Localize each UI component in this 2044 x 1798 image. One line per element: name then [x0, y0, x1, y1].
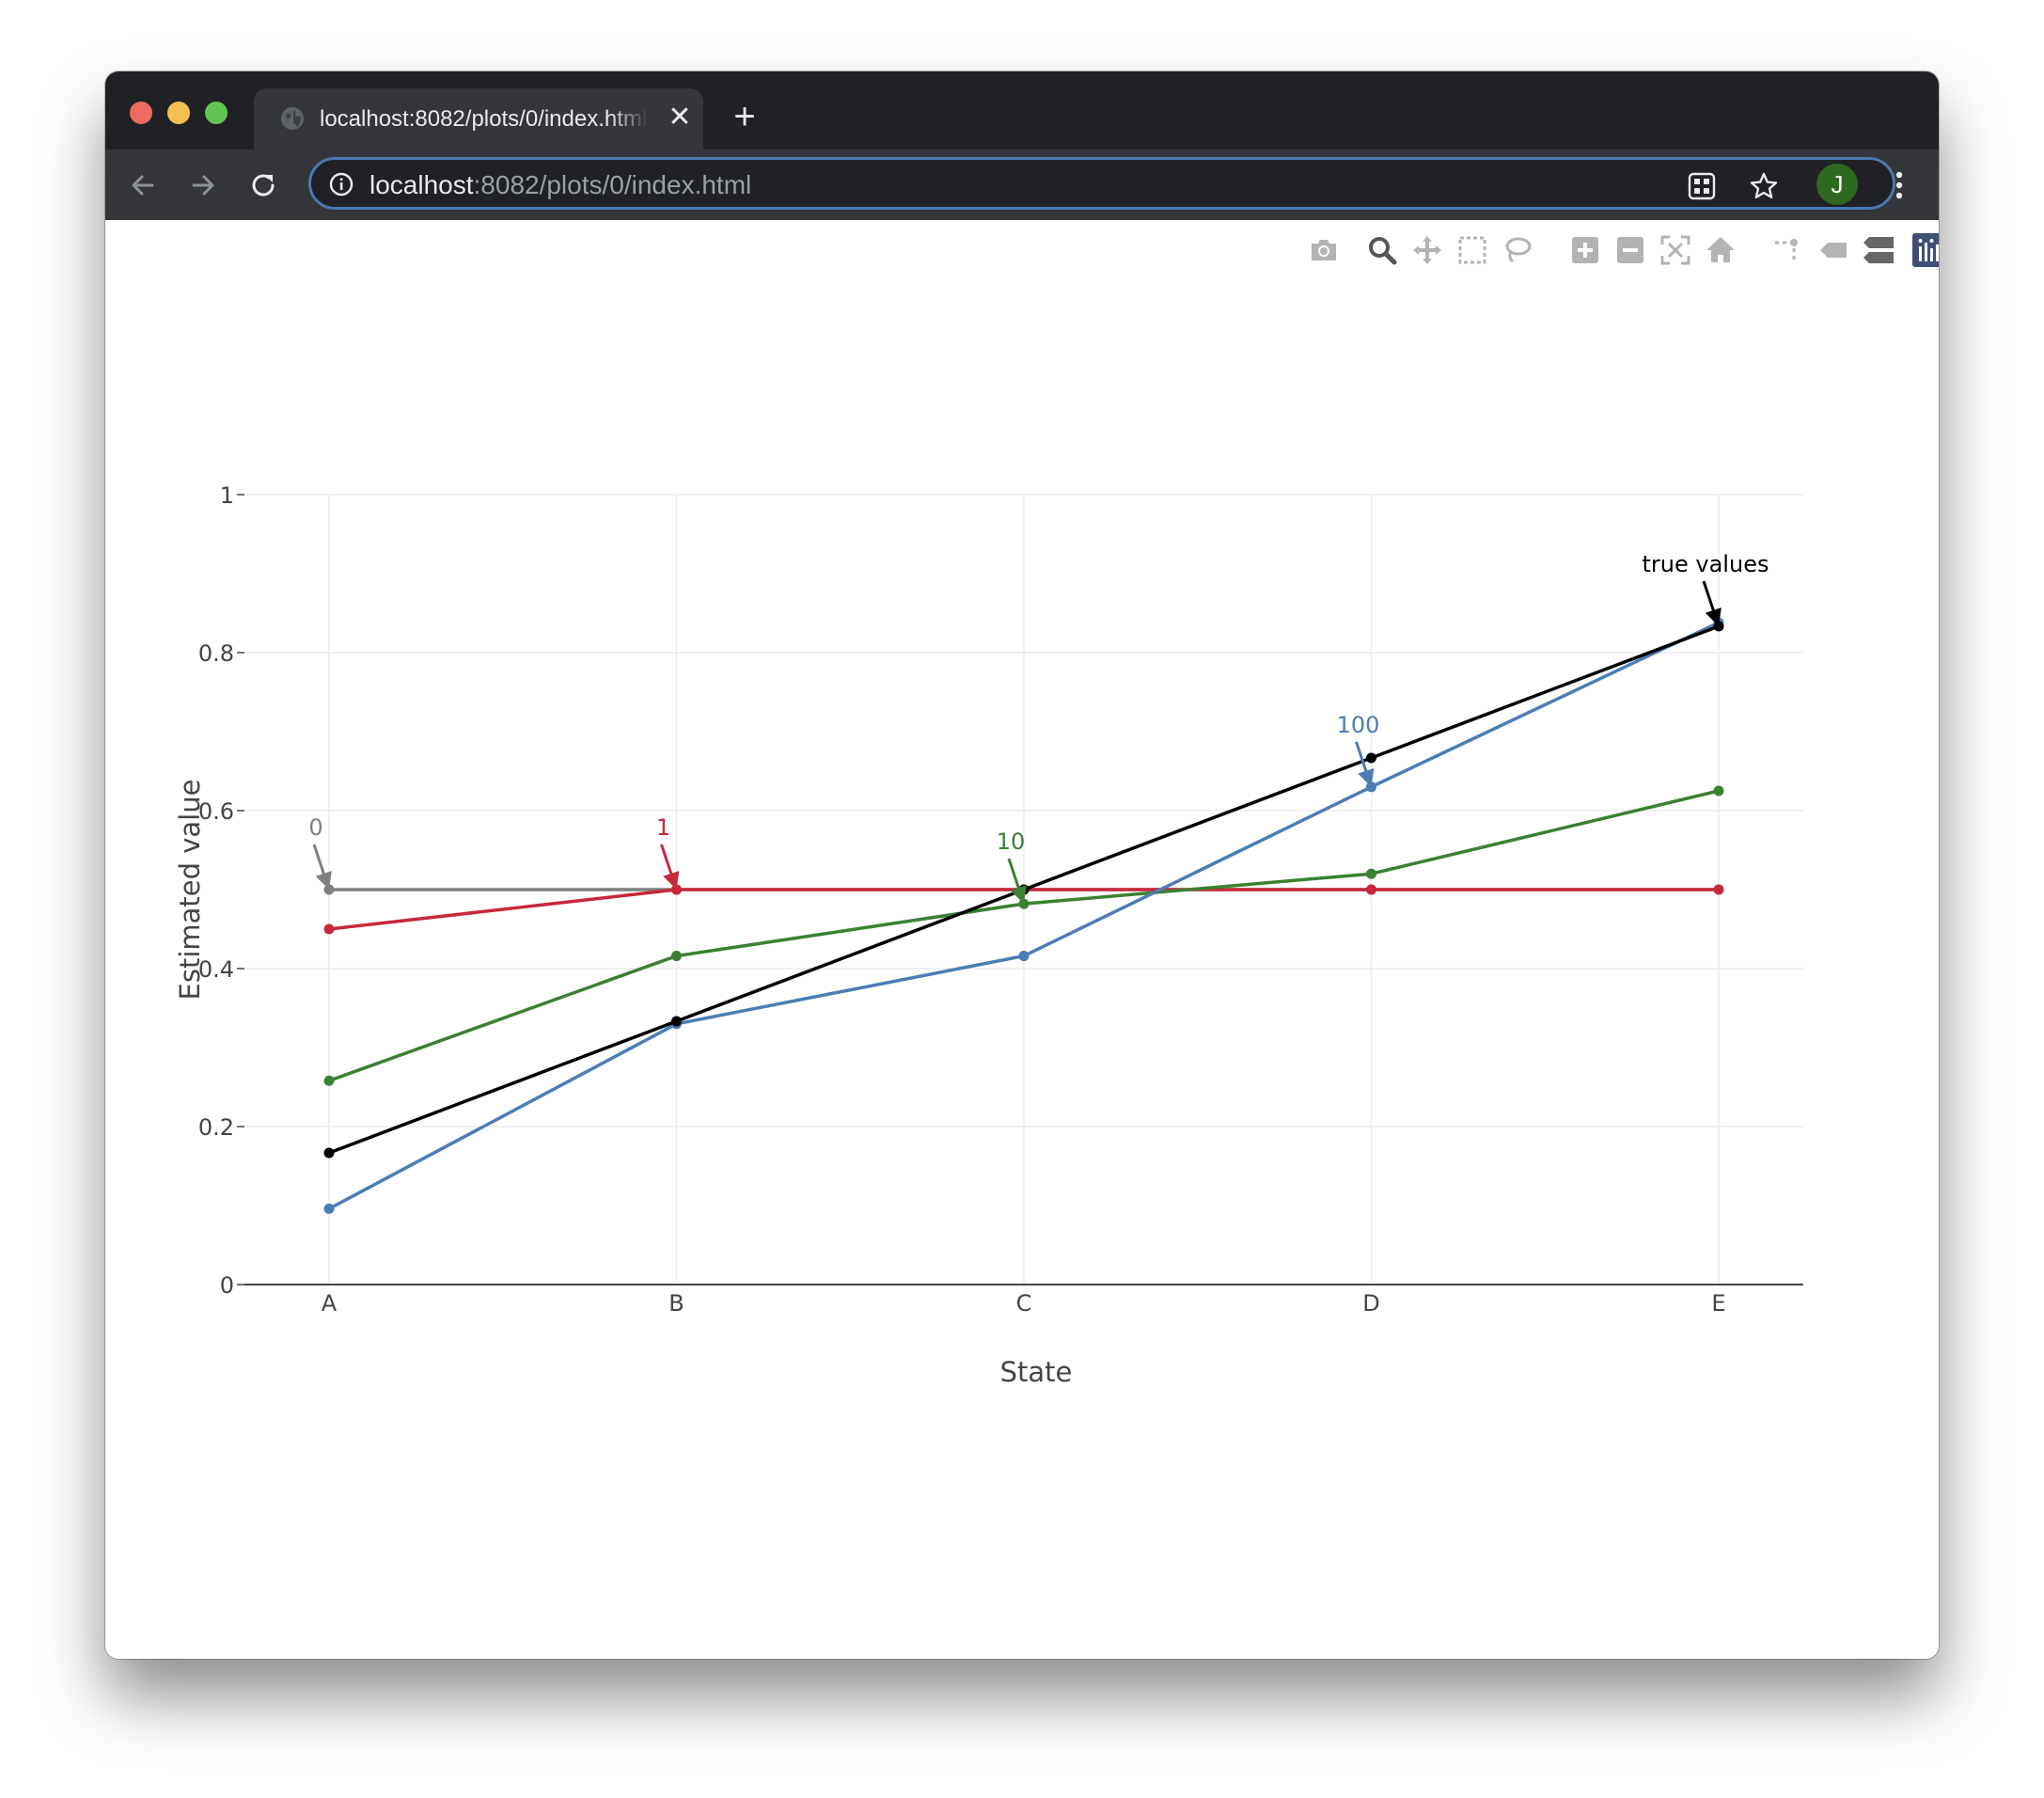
- box-select-icon[interactable]: [1455, 233, 1489, 267]
- hover-closest-icon[interactable]: [1816, 233, 1850, 267]
- x-tick-label: C: [1016, 1290, 1032, 1317]
- autoscale-icon[interactable]: [1659, 233, 1692, 267]
- y-tick-label: 0.2: [198, 1114, 234, 1141]
- minimize-window-button[interactable]: [167, 102, 190, 124]
- annotation-arrowhead: [315, 871, 332, 890]
- maximize-window-button[interactable]: [205, 102, 228, 124]
- zoom-icon[interactable]: [1365, 233, 1399, 267]
- browser-toolbar: localhost:8082/plots/0/index.html J: [105, 150, 1939, 220]
- hover-compare-icon[interactable]: [1862, 233, 1895, 267]
- annotation-label: 0: [308, 814, 322, 841]
- data-point[interactable]: [1713, 785, 1724, 796]
- star-icon[interactable]: [1748, 170, 1780, 202]
- annotation-label: 10: [997, 828, 1026, 855]
- y-tick-label: 1: [220, 482, 234, 509]
- spike-lines-icon[interactable]: [1771, 233, 1805, 267]
- pan-icon[interactable]: [1410, 233, 1444, 267]
- qr-code-icon[interactable]: [1686, 170, 1718, 202]
- url-text: localhost:8082/plots/0/index.html: [369, 170, 751, 200]
- reload-icon[interactable]: [244, 166, 282, 204]
- data-point[interactable]: [323, 1147, 335, 1159]
- browser-tab[interactable]: localhost:8082/plots/0/index.html ✕: [254, 88, 703, 150]
- globe-icon: [281, 107, 304, 130]
- x-tick-label: D: [1362, 1290, 1379, 1317]
- data-point[interactable]: [323, 1203, 335, 1214]
- profile-avatar[interactable]: J: [1816, 164, 1858, 205]
- y-tick-label: 0.4: [198, 956, 234, 983]
- lasso-select-icon[interactable]: [1501, 233, 1534, 267]
- address-bar[interactable]: localhost:8082/plots/0/index.html: [308, 157, 1895, 210]
- close-window-button[interactable]: [130, 102, 152, 124]
- data-point[interactable]: [671, 1016, 682, 1027]
- title-bar: localhost:8082/plots/0/index.html ✕ +: [105, 71, 1939, 150]
- axes: 0 0.2 0.4 0.6 0.8 1 A B C D E: [198, 482, 1803, 1317]
- x-axis-label: State: [1000, 1356, 1073, 1388]
- url-host: localhost: [369, 170, 474, 199]
- back-arrow-icon[interactable]: [124, 166, 162, 204]
- y-axis-label: Estimated value: [174, 780, 206, 1001]
- url-path: :8082/plots/0/index.html: [473, 170, 752, 199]
- zoom-out-icon[interactable]: [1613, 233, 1647, 267]
- annotation-label: 100: [1337, 712, 1380, 738]
- forward-arrow-icon[interactable]: [184, 166, 222, 204]
- close-icon[interactable]: ✕: [668, 102, 692, 133]
- data-point[interactable]: [1366, 868, 1376, 879]
- camera-icon[interactable]: [1307, 233, 1341, 267]
- data-point[interactable]: [323, 923, 335, 935]
- annotations: 0 1 10 100 true values: [308, 551, 1769, 905]
- x-tick-label: B: [668, 1290, 684, 1317]
- annotation-label: true values: [1643, 551, 1769, 577]
- x-tick-label: A: [322, 1290, 338, 1317]
- annotation-arrowhead: [1705, 607, 1722, 627]
- menu-dots-icon[interactable]: [1890, 166, 1909, 204]
- info-icon[interactable]: [328, 171, 354, 197]
- annotation-label: 1: [656, 814, 670, 841]
- annotation-arrowhead: [1358, 767, 1375, 787]
- line-chart[interactable]: 0 0.2 0.4 0.6 0.8 1 A B C D E 0 1 10 100 true values S…: [105, 220, 1939, 1659]
- y-tick-label: 0.8: [198, 640, 234, 667]
- annotation-arrowhead: [663, 871, 680, 890]
- zoom-in-icon[interactable]: [1568, 233, 1602, 267]
- data-point[interactable]: [1018, 951, 1030, 962]
- reset-axes-icon[interactable]: [1704, 233, 1737, 267]
- data-point[interactable]: [1713, 884, 1724, 895]
- data-point[interactable]: [323, 1075, 335, 1086]
- y-tick-label: 0: [220, 1272, 234, 1299]
- data-point[interactable]: [1366, 752, 1376, 764]
- data-point[interactable]: [671, 951, 682, 962]
- data-point[interactable]: [1366, 884, 1376, 895]
- annotation-arrowhead: [1010, 885, 1027, 905]
- plot-modebar: [105, 220, 1939, 276]
- page-content: 0 0.2 0.4 0.6 0.8 1 A B C D E 0 1 10 100 true values S…: [105, 220, 1939, 1659]
- plus-icon[interactable]: +: [733, 96, 756, 137]
- plotly-logo-icon[interactable]: [1912, 233, 1939, 267]
- browser-window: localhost:8082/plots/0/index.html ✕ + lo…: [105, 71, 1939, 1659]
- y-tick-label: 0.6: [198, 798, 234, 825]
- x-tick-label: E: [1711, 1290, 1725, 1317]
- tab-title: localhost:8082/plots/0/index.html: [320, 106, 648, 132]
